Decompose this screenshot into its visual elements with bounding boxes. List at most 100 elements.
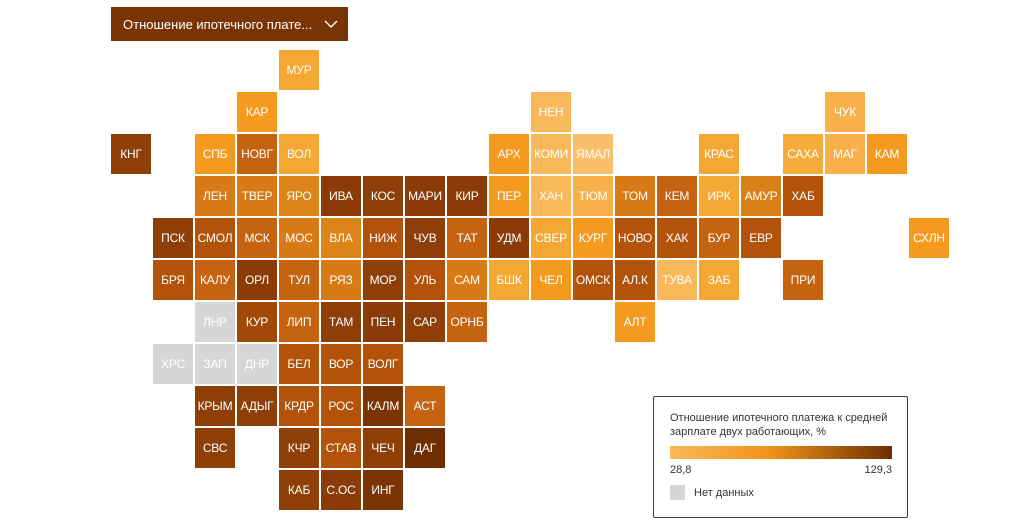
region-tile[interactable]: РОС xyxy=(321,386,361,426)
region-tile[interactable]: ИВА xyxy=(321,176,361,216)
region-tile[interactable]: ЗАП xyxy=(195,344,235,384)
region-tile[interactable]: ИНГ xyxy=(363,470,403,510)
region-tile[interactable]: МУР xyxy=(279,50,319,90)
region-tile[interactable]: ЧУВ xyxy=(405,218,445,258)
region-tile[interactable]: ПРИ xyxy=(783,260,823,300)
region-tile[interactable]: ЧЕЛ xyxy=(531,260,571,300)
region-tile[interactable]: ИРК xyxy=(699,176,739,216)
region-tile[interactable]: ХАБ xyxy=(783,176,823,216)
region-tile[interactable]: КИР xyxy=(447,176,487,216)
region-tile[interactable]: НИЖ xyxy=(363,218,403,258)
region-tile[interactable]: СМОЛ xyxy=(195,218,235,258)
region-tile[interactable]: АМУР xyxy=(741,176,781,216)
region-tile[interactable]: КУРГ xyxy=(573,218,613,258)
region-tile[interactable]: ЛИП xyxy=(279,302,319,342)
region-tile[interactable]: МСК xyxy=(237,218,277,258)
region-tile[interactable]: ЯМАЛ xyxy=(573,134,613,174)
region-tile[interactable]: КРДР xyxy=(279,386,319,426)
legend: Отношение ипотечного платежа к средней з… xyxy=(653,396,908,518)
metric-dropdown-label: Отношение ипотечного плате... xyxy=(123,16,313,32)
region-tile[interactable]: НОВО xyxy=(615,218,655,258)
region-tile[interactable]: БШК xyxy=(489,260,529,300)
region-tile[interactable]: ВЛА xyxy=(321,218,361,258)
region-tile[interactable]: КНГ xyxy=(111,134,151,174)
region-tile[interactable]: ДАГ xyxy=(405,428,445,468)
region-tile[interactable]: ЯРО xyxy=(279,176,319,216)
region-tile[interactable]: ТЮМ xyxy=(573,176,613,216)
region-tile[interactable]: АЛ.К xyxy=(615,260,655,300)
legend-title: Отношение ипотечного платежа к средней з… xyxy=(670,412,888,438)
region-tile[interactable]: БЕЛ xyxy=(279,344,319,384)
region-tile[interactable]: КОМИ xyxy=(531,134,571,174)
no-data-label: Нет данных xyxy=(694,486,754,499)
region-tile[interactable]: КОС xyxy=(363,176,403,216)
region-tile[interactable]: ТВЕР xyxy=(237,176,277,216)
region-tile[interactable]: ХРС xyxy=(153,344,193,384)
region-tile[interactable]: УДМ xyxy=(489,218,529,258)
region-tile[interactable]: ОМСК xyxy=(573,260,613,300)
region-tile[interactable]: БРЯ xyxy=(153,260,193,300)
legend-range: 28,8 129,3 xyxy=(670,464,892,476)
region-tile[interactable]: ЛНР xyxy=(195,302,235,342)
region-tile[interactable]: УЛЬ xyxy=(405,260,445,300)
region-tile[interactable]: ПЕР xyxy=(489,176,529,216)
region-tile[interactable]: КАЛУ xyxy=(195,260,235,300)
region-tile[interactable]: МАГ xyxy=(825,134,865,174)
region-tile[interactable]: ДНР xyxy=(237,344,277,384)
region-tile[interactable]: КЕМ xyxy=(657,176,697,216)
region-tile[interactable]: КАР xyxy=(237,92,277,132)
legend-no-data: Нет данных xyxy=(670,485,891,500)
region-tile[interactable]: КУР xyxy=(237,302,277,342)
region-tile[interactable]: САМ xyxy=(447,260,487,300)
region-tile[interactable]: МОР xyxy=(363,260,403,300)
chevron-down-icon xyxy=(324,20,338,28)
region-tile[interactable]: АДЫГ xyxy=(237,386,277,426)
region-tile[interactable]: ТАМ xyxy=(321,302,361,342)
metric-dropdown[interactable]: Отношение ипотечного плате... xyxy=(111,7,348,41)
region-tile[interactable]: СПБ xyxy=(195,134,235,174)
region-tile[interactable]: САХА xyxy=(783,134,823,174)
legend-min-label: 28,8 xyxy=(670,464,692,476)
region-tile[interactable]: ЧЕЧ xyxy=(363,428,403,468)
region-tile[interactable]: СВС xyxy=(195,428,235,468)
legend-max-label: 129,3 xyxy=(864,464,892,476)
region-tile[interactable]: АРХ xyxy=(489,134,529,174)
region-tile[interactable]: ЛЕН xyxy=(195,176,235,216)
region-tile[interactable]: ОРНБ xyxy=(447,302,487,342)
region-tile[interactable]: ЗАБ xyxy=(699,260,739,300)
region-tile[interactable]: КАМ xyxy=(867,134,907,174)
region-tile[interactable]: ЧУК xyxy=(825,92,865,132)
region-tile[interactable]: НЕН xyxy=(531,92,571,132)
region-tile[interactable]: ТАТ xyxy=(447,218,487,258)
region-tile[interactable]: АСТ xyxy=(405,386,445,426)
region-tile[interactable]: КЧР xyxy=(279,428,319,468)
region-tile[interactable]: ХАК xyxy=(657,218,697,258)
region-tile[interactable]: СХЛН xyxy=(909,218,949,258)
region-tile[interactable]: КРЫМ xyxy=(195,386,235,426)
region-tile[interactable]: МОС xyxy=(279,218,319,258)
region-tile[interactable]: АЛТ xyxy=(615,302,655,342)
region-tile[interactable]: ВОЛ xyxy=(279,134,319,174)
region-tile[interactable]: ХАН xyxy=(531,176,571,216)
region-tile[interactable]: ПСК xyxy=(153,218,193,258)
region-tile[interactable]: СВЕР xyxy=(531,218,571,258)
region-tile[interactable]: КАЛМ xyxy=(363,386,403,426)
region-tile[interactable]: СТАВ xyxy=(321,428,361,468)
region-tile[interactable]: ЕВР xyxy=(741,218,781,258)
region-tile[interactable]: ОРЛ xyxy=(237,260,277,300)
region-tile[interactable]: САР xyxy=(405,302,445,342)
region-tile[interactable]: ПЕН xyxy=(363,302,403,342)
region-tile[interactable]: ВОР xyxy=(321,344,361,384)
region-tile[interactable]: КРАС xyxy=(699,134,739,174)
region-tile[interactable]: МАРИ xyxy=(405,176,445,216)
region-tile[interactable]: РЯЗ xyxy=(321,260,361,300)
region-tile[interactable]: КАБ xyxy=(279,470,319,510)
region-tile[interactable]: НОВГ xyxy=(237,134,277,174)
region-tile[interactable]: БУР xyxy=(699,218,739,258)
region-tile[interactable]: ВОЛГ xyxy=(363,344,403,384)
region-tile[interactable]: С.ОС xyxy=(321,470,361,510)
region-tile[interactable]: ТУВА xyxy=(657,260,697,300)
region-tile[interactable]: ТОМ xyxy=(615,176,655,216)
region-tile[interactable]: ТУЛ xyxy=(279,260,319,300)
